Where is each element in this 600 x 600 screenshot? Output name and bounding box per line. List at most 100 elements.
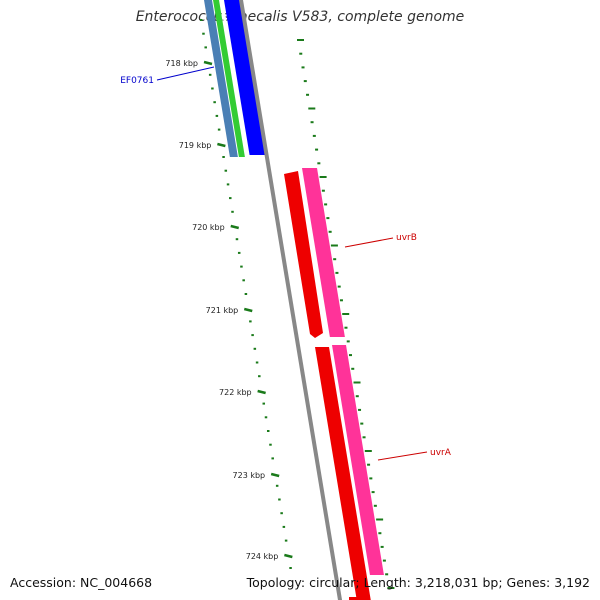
minor-tick-dot — [280, 512, 283, 515]
major-tick-mark — [230, 224, 240, 230]
minor-tick-dot — [284, 539, 288, 542]
minor-tick-dot — [371, 491, 375, 494]
minor-tick-dot — [204, 46, 207, 49]
minor-tick-dot — [297, 39, 304, 41]
minor-tick-dot — [229, 197, 232, 200]
backbone-line — [238, 0, 343, 600]
tick-label: 719 kbp — [179, 141, 212, 150]
minor-tick-dot — [262, 402, 266, 405]
minor-tick-dot — [358, 408, 362, 411]
minor-tick-dot — [249, 320, 252, 323]
gene-label: uvrB — [396, 233, 417, 243]
minor-tick-dot — [324, 203, 328, 206]
minor-tick-dot — [224, 169, 228, 172]
tick-label: 721 kbp — [206, 306, 239, 315]
minor-tick-dot — [328, 230, 332, 233]
major-tick-mark — [284, 553, 293, 559]
minor-tick-dot — [202, 32, 205, 35]
minor-tick-dot — [310, 121, 314, 124]
gene-label: uvrA — [430, 448, 452, 458]
feature-steelblue — [204, 0, 238, 157]
minor-tick-dot — [326, 217, 330, 220]
gene-leader-line — [377, 451, 428, 461]
tick-label: 718 kbp — [165, 59, 198, 68]
minor-tick-dot — [337, 285, 341, 288]
minor-tick-dot — [378, 532, 382, 535]
minor-tick-dot — [362, 436, 366, 439]
feature-red — [315, 347, 371, 600]
minor-tick-dot — [289, 567, 292, 569]
minor-tick-dot — [303, 80, 307, 83]
feature-green — [213, 0, 245, 157]
feature-blue — [224, 0, 268, 155]
minor-tick-dot — [213, 101, 216, 104]
minor-tick-dot — [240, 265, 243, 268]
minor-tick-dot — [348, 354, 352, 357]
minor-tick-dot — [215, 114, 219, 117]
major-tick-mark — [243, 307, 253, 313]
gene-leader-line — [344, 237, 394, 248]
minor-tick-dot — [344, 326, 348, 329]
minor-tick-dot — [266, 430, 270, 432]
minor-tick-dot — [385, 573, 389, 576]
minor-tick-dot — [333, 258, 337, 261]
minor-tick-dot — [317, 162, 321, 165]
major-tick-mark — [270, 472, 280, 478]
minor-tick-dot — [308, 107, 316, 110]
minor-tick-dot — [315, 148, 319, 151]
minor-tick-dot — [380, 545, 384, 548]
minor-tick-dot — [253, 347, 257, 350]
tick-label: 720 kbp — [192, 223, 225, 232]
minor-tick-dot — [330, 244, 338, 247]
feature-red-fragment — [349, 597, 361, 600]
minor-tick-dot — [275, 484, 279, 487]
minor-tick-dot — [255, 361, 259, 364]
minor-tick-dot — [222, 156, 225, 158]
minor-tick-dot — [306, 93, 310, 96]
tick-label: 724 kbp — [246, 552, 279, 561]
minor-tick-dot — [369, 477, 373, 480]
major-tick-mark — [217, 142, 226, 148]
minor-tick-dot — [244, 293, 248, 295]
minor-tick-dot — [342, 313, 350, 315]
minor-tick-dot — [242, 279, 245, 282]
feature-gap — [220, 0, 249, 157]
feature-pink-uvrA — [332, 345, 384, 575]
gene-leader-line — [156, 66, 215, 81]
minor-tick-dot — [339, 299, 343, 302]
minor-tick-dot — [382, 559, 386, 562]
topology-text: Topology: circular; Length: 3,218,031 bp… — [246, 575, 590, 590]
major-tick-mark — [257, 389, 266, 395]
minor-tick-dot — [226, 183, 230, 186]
minor-tick-dot — [282, 525, 286, 528]
minor-tick-dot — [271, 457, 274, 460]
minor-tick-dot — [299, 52, 303, 55]
feature-pink-uvrB — [302, 168, 345, 337]
minor-tick-dot — [387, 587, 395, 589]
minor-tick-dot — [351, 367, 355, 370]
minor-tick-dot — [319, 176, 327, 178]
minor-tick-dot — [335, 271, 339, 274]
minor-tick-dot — [269, 443, 272, 446]
minor-tick-dot — [258, 375, 261, 378]
feature-red-arrow — [284, 171, 323, 338]
minor-tick-dot — [376, 518, 384, 521]
tick-label: 722 kbp — [219, 388, 252, 397]
major-tick-mark — [203, 60, 213, 66]
minor-tick-dot — [353, 381, 361, 384]
minor-tick-dot — [211, 87, 214, 90]
accession-text: Accession: NC_004668 — [10, 575, 153, 590]
minor-tick-dot — [355, 395, 359, 398]
tick-label: 723 kbp — [233, 471, 266, 480]
minor-tick-dot — [278, 498, 281, 501]
minor-tick-dot — [237, 251, 241, 254]
minor-tick-dot — [235, 238, 239, 241]
minor-tick-dot — [251, 334, 254, 337]
minor-tick-dot — [301, 66, 305, 69]
minor-tick-dot — [264, 416, 268, 419]
minor-tick-dot — [217, 128, 221, 131]
minor-tick-dot — [231, 210, 234, 213]
minor-tick-dot — [360, 422, 364, 425]
minor-tick-dot — [373, 504, 377, 507]
